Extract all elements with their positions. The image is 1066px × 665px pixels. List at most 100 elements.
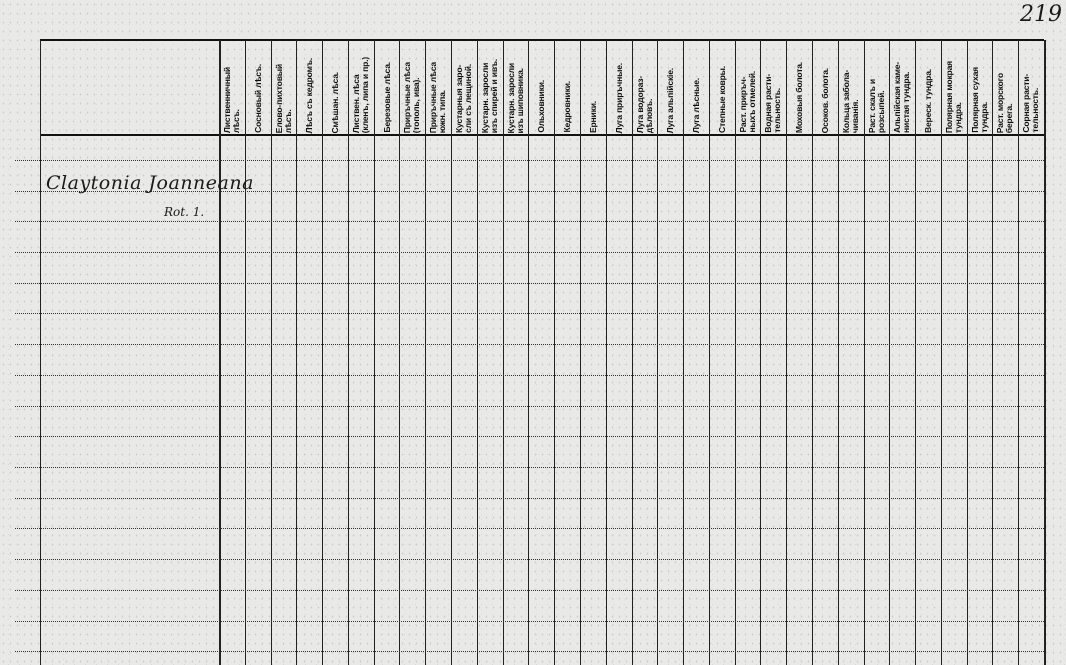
column-header-label: Кедровники.: [562, 81, 572, 133]
column-header-label: Моховыя болота.: [794, 61, 804, 133]
column-divider: [967, 40, 968, 665]
table-row: [15, 252, 1044, 253]
column-header: Кустарн. заросли изъ спирей и ивъ.: [477, 43, 503, 133]
column-header: Кустарн. заросли изъ шиповника.: [503, 43, 529, 133]
column-header: Лѣсъ съ кедромъ.: [296, 43, 322, 133]
column-header-label: Альпійская каме- нистая тундра.: [893, 62, 911, 133]
column-divider: [992, 40, 993, 665]
column-divider: [683, 40, 684, 665]
column-header-label: Лиственничный лѣсъ.: [223, 66, 241, 133]
page-number: 219: [1020, 2, 1062, 27]
column-header: Листвен. лѣса (кленъ, липа и пр.): [348, 43, 374, 133]
column-divider: [296, 40, 297, 665]
column-divider: [503, 40, 504, 665]
column-divider: [786, 40, 787, 665]
species-note-handwritten: Rot. 1.: [164, 205, 205, 219]
column-header: Приръчные лѣса (тополь, ива).: [399, 43, 425, 133]
column-header-label: Смѣшан. лѣса.: [330, 71, 340, 133]
column-header-label: Кустарн. заросли изъ шиповника.: [507, 62, 525, 133]
column-header: Луга водораз- дѣловъ.: [632, 43, 658, 133]
column-header: Осоков. болота.: [812, 43, 838, 133]
table-row: [15, 344, 1044, 345]
column-divider: [812, 40, 813, 665]
column-header: Приръчные лѣса южн. типа.: [425, 43, 451, 133]
column-header: Елово-пихтовый лѣсъ.: [271, 43, 297, 133]
column-divider: [451, 40, 452, 665]
column-header: Полярная сухая тундра.: [967, 43, 993, 133]
table-row: [15, 621, 1044, 622]
column-header-label: Раст. скалъ и розсыпей.: [868, 78, 886, 133]
left-border: [40, 40, 41, 665]
column-header: Кедровники.: [554, 43, 580, 133]
column-header-label: Приръчные лѣса южн. типа.: [429, 61, 447, 133]
column-divider: [606, 40, 607, 665]
column-divider: [528, 40, 529, 665]
column-header: Полярная мокрая тундра.: [941, 43, 967, 133]
column-divider: [709, 40, 710, 665]
table-row: [15, 191, 1044, 192]
column-header: Смѣшан. лѣса.: [322, 43, 348, 133]
column-header-label: Сорная расти- тельность.: [1022, 74, 1040, 133]
column-header: Кольца заболa- чиванія.: [838, 43, 864, 133]
column-divider: [245, 40, 246, 665]
column-divider: [735, 40, 736, 665]
column-header: Раст. морского берега.: [992, 43, 1018, 133]
column-header-label: Водная расти- тельность.: [764, 74, 782, 133]
table-row: [15, 283, 1044, 284]
column-divider: [348, 40, 349, 665]
column-divider: [864, 40, 865, 665]
table-row: [15, 651, 1044, 652]
table-row: [15, 313, 1044, 314]
column-divider: [399, 40, 400, 665]
column-header: Раст. приръч- ныхъ отмелей.: [735, 43, 761, 133]
column-divider: [1044, 40, 1046, 665]
column-header-label: Полярная сухая тундра.: [971, 67, 989, 133]
column-header: Раст. скалъ и розсыпей.: [864, 43, 890, 133]
column-header-label: Лѣсъ съ кедромъ.: [304, 57, 314, 133]
table-row: [15, 559, 1044, 560]
column-header: Луга лѣсные.: [683, 43, 709, 133]
column-divider: [271, 40, 272, 665]
column-divider: [915, 40, 916, 665]
column-header-label: Луга лѣсные.: [691, 77, 701, 133]
column-header-label: Осоков. болота.: [820, 67, 830, 133]
column-divider: [374, 40, 375, 665]
column-header-label: Сосновый лѣсъ.: [253, 64, 263, 133]
header-top-rule: [40, 39, 1044, 41]
header-bottom-rule: [40, 134, 1044, 136]
table-row: [15, 498, 1044, 499]
column-divider: [889, 40, 890, 665]
column-header: Ольховники.: [528, 43, 554, 133]
column-divider: [760, 40, 761, 665]
column-header: Луга альпійскіе.: [657, 43, 683, 133]
name-column-border: [219, 40, 221, 665]
table-row: [15, 221, 1044, 222]
column-header: Вереск. тундра.: [915, 43, 941, 133]
column-header: Березовые лѣса.: [374, 43, 400, 133]
column-header: Водная расти- тельность.: [760, 43, 786, 133]
column-header-label: Ольховники.: [536, 80, 546, 133]
table-row: [15, 467, 1044, 468]
column-header: Луга приръчные.: [606, 43, 632, 133]
column-header-label: Полярная мокрая тундра.: [945, 60, 963, 133]
column-header-label: Березовые лѣса.: [382, 62, 392, 133]
species-name-handwritten: Claytonia Joanneana: [46, 172, 254, 194]
column-header-label: Вереск. тундра.: [923, 68, 933, 133]
column-header-label: Листвен. лѣса (кленъ, липа и пр.): [352, 56, 370, 133]
column-header-label: Степные ковры.: [717, 66, 727, 133]
column-header: Степные ковры.: [709, 43, 735, 133]
column-divider: [477, 40, 478, 665]
column-divider: [941, 40, 942, 665]
column-divider: [425, 40, 426, 665]
column-header-label: Приръчные лѣса (тополь, ива).: [403, 61, 421, 133]
column-divider: [632, 40, 633, 665]
column-divider: [580, 40, 581, 665]
column-divider: [838, 40, 839, 665]
table-row: [15, 375, 1044, 376]
table-row: [15, 160, 1044, 161]
column-header-label: Луга приръчные.: [614, 62, 624, 133]
column-divider: [219, 40, 220, 665]
column-header-label: Ерники.: [588, 100, 598, 133]
column-header: Альпійская каме- нистая тундра.: [889, 43, 915, 133]
